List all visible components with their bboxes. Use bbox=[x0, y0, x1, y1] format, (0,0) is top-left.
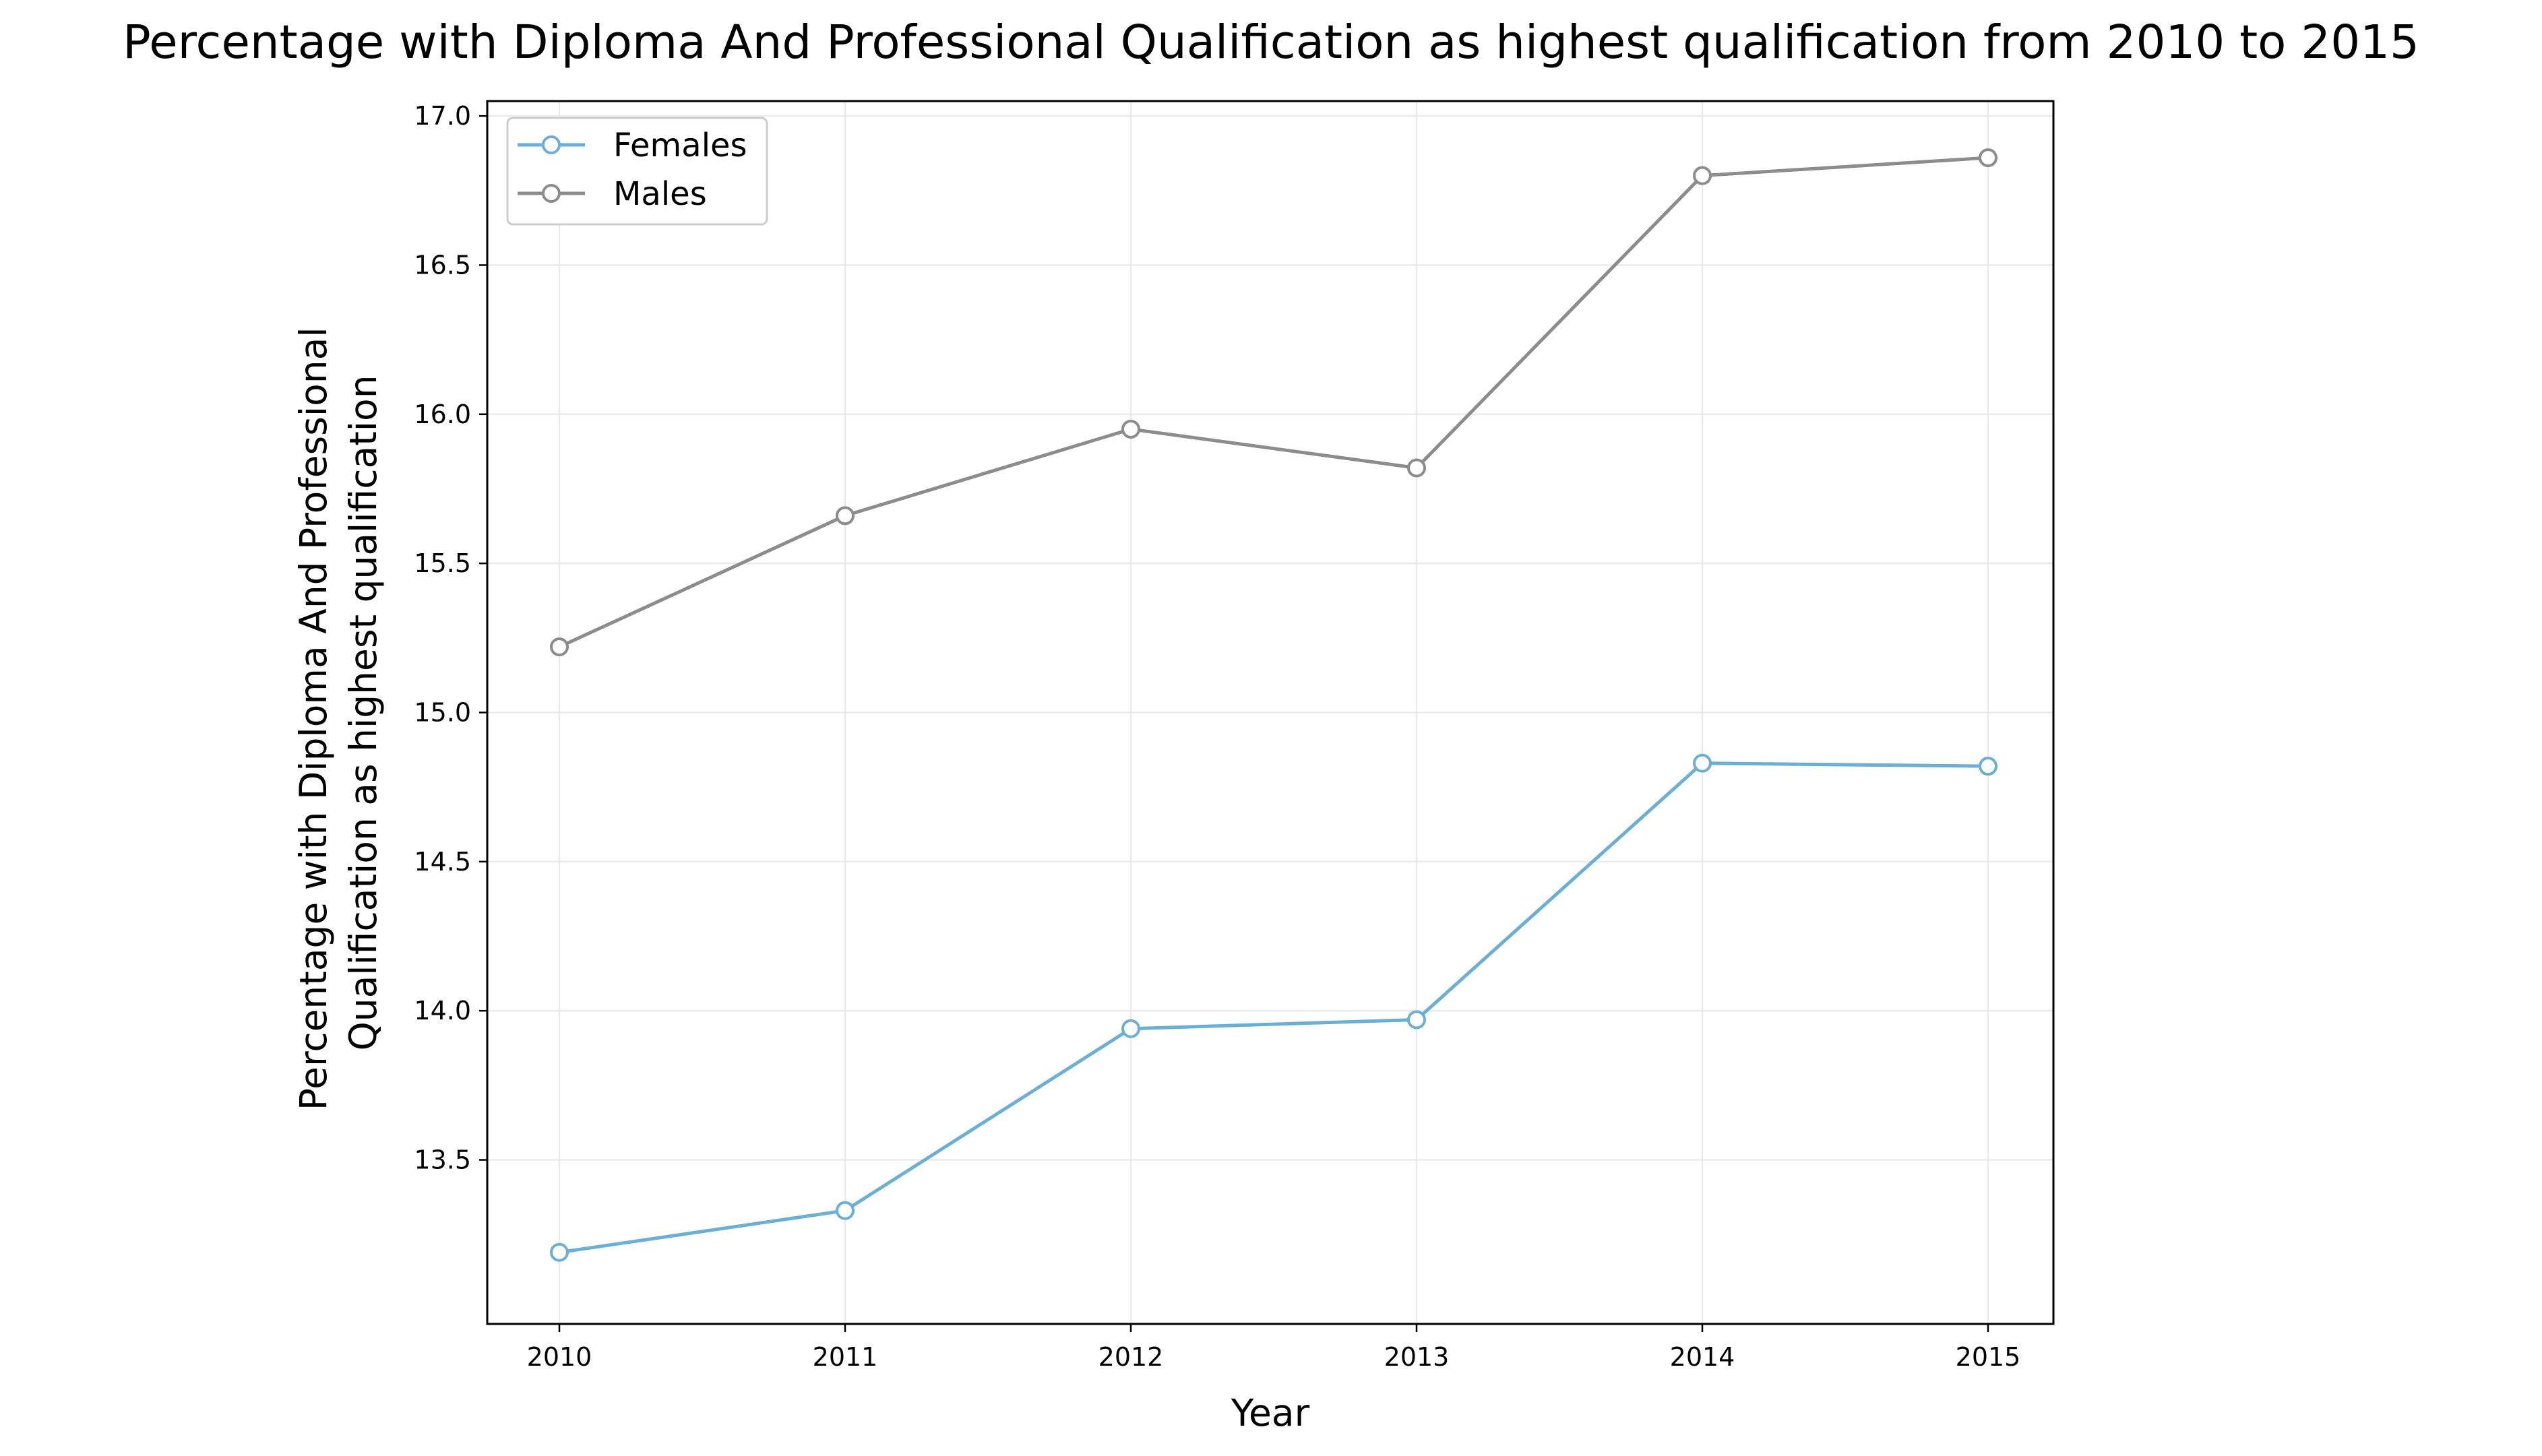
x-axis-label: Year bbox=[1231, 1391, 1310, 1434]
x-tick-label: 2014 bbox=[1670, 1342, 1735, 1372]
x-tick-label: 2011 bbox=[813, 1342, 878, 1372]
legend-swatch-marker bbox=[542, 184, 561, 203]
y-tick-label: 14.0 bbox=[414, 996, 471, 1025]
y-axis-label: Percentage with Diploma And Professional… bbox=[292, 315, 385, 1110]
y-tick-label: 16.0 bbox=[414, 400, 471, 429]
grid bbox=[487, 101, 2053, 1324]
y-tick-label: 16.5 bbox=[414, 250, 471, 280]
x-tick-label: 2015 bbox=[1956, 1342, 2021, 1372]
series-line-females bbox=[559, 761, 1989, 1255]
legend-label: Males bbox=[613, 175, 707, 213]
x-tick-label: 2012 bbox=[1098, 1342, 1164, 1372]
data-point-males bbox=[550, 637, 569, 657]
data-point-females bbox=[1693, 753, 1712, 773]
x-tick-label: 2010 bbox=[527, 1342, 592, 1372]
data-point-females bbox=[550, 1242, 569, 1262]
data-point-males bbox=[1693, 166, 1712, 185]
data-point-females bbox=[836, 1201, 855, 1220]
data-point-females bbox=[1979, 757, 1997, 776]
y-axis-label-line-2: Qualification as highest qualification bbox=[342, 375, 385, 1050]
series-layer bbox=[550, 148, 1997, 1262]
x-axis-ticks: 2010 2011 2012 2013 2014 2015 bbox=[527, 1324, 2021, 1372]
legend: Females Males bbox=[506, 117, 768, 226]
data-point-males bbox=[1407, 458, 1426, 478]
y-tick-label: 15.5 bbox=[414, 548, 471, 578]
y-axis-ticks: 13.5 14.0 14.5 15.0 15.5 16.0 16.5 17.0 bbox=[414, 101, 487, 1175]
y-axis-label-line-1: Percentage with Diploma And Professional bbox=[292, 327, 335, 1110]
data-point-females bbox=[1407, 1010, 1426, 1030]
data-point-females bbox=[1121, 1019, 1140, 1038]
data-point-males bbox=[1979, 148, 1997, 168]
x-tick-label: 2013 bbox=[1384, 1342, 1450, 1372]
chart-title: Percentage with Diploma And Professional… bbox=[123, 15, 2419, 69]
legend-label: Females bbox=[613, 127, 747, 164]
y-tick-label: 13.5 bbox=[414, 1145, 471, 1175]
data-point-males bbox=[836, 506, 855, 526]
data-point-males bbox=[1121, 419, 1140, 439]
y-tick-label: 17.0 bbox=[414, 101, 471, 131]
y-tick-label: 15.0 bbox=[414, 698, 471, 728]
legend-swatch-marker bbox=[542, 135, 561, 154]
series-line-males bbox=[558, 156, 1989, 649]
y-tick-label: 14.5 bbox=[414, 847, 471, 877]
